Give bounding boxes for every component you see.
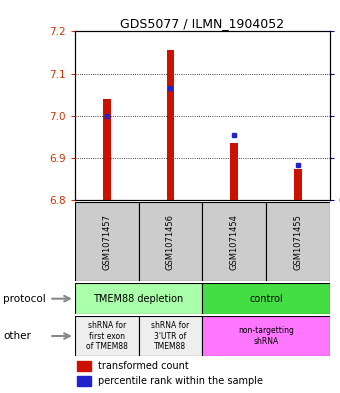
- Text: shRNA for
first exon
of TMEM88: shRNA for first exon of TMEM88: [86, 321, 128, 351]
- Text: protocol: protocol: [3, 294, 46, 304]
- Bar: [77, 376, 91, 386]
- Bar: [75, 316, 139, 356]
- Text: non-targetting
shRNA: non-targetting shRNA: [238, 326, 294, 346]
- Text: other: other: [3, 331, 31, 341]
- Bar: [103, 99, 110, 200]
- Text: control: control: [249, 294, 283, 304]
- Bar: [266, 202, 330, 281]
- Bar: [77, 361, 91, 371]
- Bar: [202, 202, 266, 281]
- Bar: [75, 283, 202, 314]
- Bar: [231, 143, 238, 200]
- Text: GSM1071456: GSM1071456: [166, 214, 175, 270]
- Text: GSM1071455: GSM1071455: [293, 214, 302, 270]
- Bar: [75, 202, 139, 281]
- Bar: [294, 169, 302, 200]
- Text: percentile rank within the sample: percentile rank within the sample: [98, 376, 263, 386]
- Text: GSM1071457: GSM1071457: [102, 214, 111, 270]
- Bar: [167, 50, 174, 200]
- Title: GDS5077 / ILMN_1904052: GDS5077 / ILMN_1904052: [120, 17, 284, 30]
- Bar: [139, 202, 202, 281]
- Text: GSM1071454: GSM1071454: [230, 214, 239, 270]
- Bar: [202, 283, 330, 314]
- Bar: [139, 316, 202, 356]
- Text: transformed count: transformed count: [98, 361, 188, 371]
- Text: TMEM88 depletion: TMEM88 depletion: [94, 294, 184, 304]
- Text: shRNA for
3'UTR of
TMEM88: shRNA for 3'UTR of TMEM88: [151, 321, 190, 351]
- Bar: [202, 316, 330, 356]
